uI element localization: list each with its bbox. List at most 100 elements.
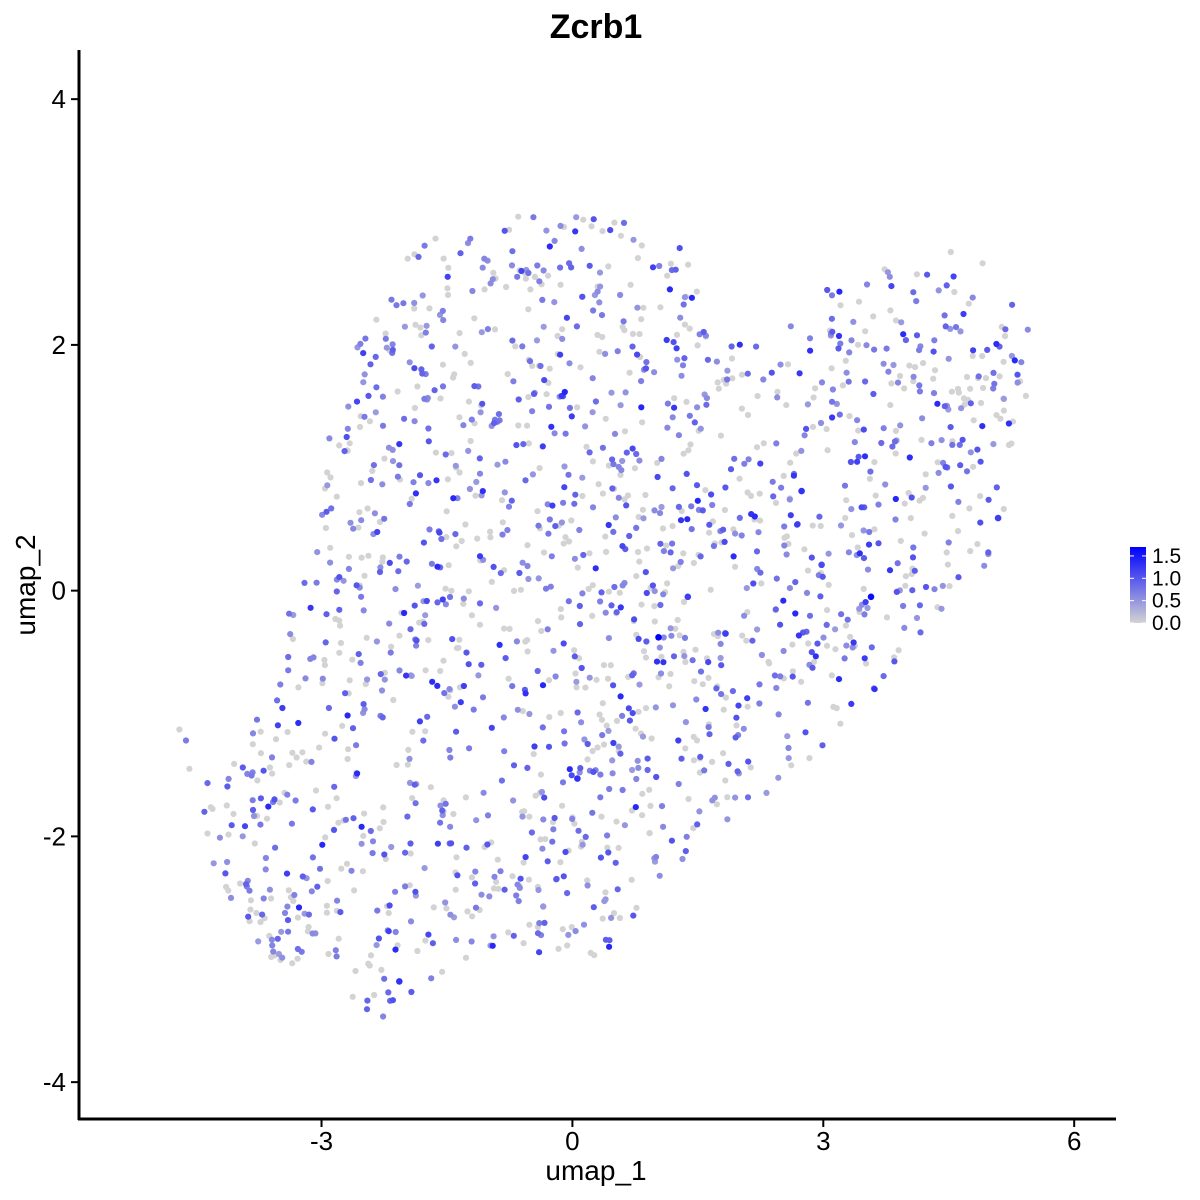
cell-point: [465, 588, 472, 595]
cell-point: [892, 450, 899, 457]
cell-point: [498, 497, 506, 504]
cell-point: [353, 742, 360, 749]
cell-point: [396, 632, 403, 639]
cell-point: [425, 637, 432, 644]
cell-point: [954, 528, 962, 535]
cell-point: [631, 465, 639, 472]
cell-point: [639, 812, 646, 819]
cell-point: [651, 603, 658, 610]
cell-point: [629, 710, 636, 717]
cell-point: [893, 588, 900, 596]
cell-point: [534, 508, 541, 515]
cell-point: [667, 670, 674, 678]
cell-point: [548, 553, 555, 560]
cell-point: [848, 337, 855, 344]
cell-point: [580, 551, 587, 559]
cell-point: [863, 342, 870, 349]
cell-point: [299, 873, 306, 880]
cell-point: [854, 544, 861, 551]
cell-point: [451, 371, 458, 378]
cell-point: [843, 642, 850, 649]
cell-point: [589, 409, 596, 416]
cell-point: [257, 728, 264, 735]
cell-point: [531, 273, 539, 280]
cell-point: [924, 271, 931, 278]
cell-point: [891, 438, 899, 445]
cell-point: [358, 823, 365, 830]
cell-point: [268, 754, 276, 761]
cell-point: [574, 404, 581, 411]
cell-point: [382, 330, 389, 337]
cell-point: [324, 803, 332, 810]
cell-point: [385, 910, 392, 917]
cell-point: [552, 523, 559, 530]
cell-point: [559, 926, 566, 933]
cell-point: [718, 662, 725, 669]
cell-point: [434, 840, 441, 847]
cell-point: [977, 399, 985, 407]
cell-point: [437, 802, 444, 809]
cell-point: [617, 604, 624, 611]
cell-point: [448, 450, 455, 457]
cell-point: [372, 409, 379, 416]
cell-point: [865, 541, 873, 548]
cell-point: [866, 475, 874, 482]
cell-point: [535, 522, 542, 529]
cell-point: [693, 696, 700, 703]
cell-point: [787, 459, 794, 466]
cell-point: [436, 529, 443, 536]
cell-point: [931, 586, 938, 593]
cell-point: [278, 928, 285, 935]
cell-point: [444, 285, 451, 292]
cell-point: [437, 819, 444, 826]
cell-point: [967, 548, 974, 555]
cell-point: [739, 632, 746, 639]
cell-point: [1001, 333, 1009, 340]
cell-point: [773, 684, 780, 692]
cell-point: [578, 664, 585, 672]
cell-point: [894, 379, 902, 386]
cell-point: [615, 494, 622, 501]
cell-point: [452, 886, 459, 893]
cell-point: [439, 812, 446, 819]
cell-point: [336, 442, 343, 449]
cell-point: [906, 454, 913, 461]
cell-point: [686, 325, 693, 332]
cell-point: [892, 495, 899, 503]
cell-point: [648, 735, 655, 742]
cell-point: [301, 579, 308, 587]
cell-point: [376, 568, 384, 576]
cell-point: [597, 794, 604, 801]
cell-point: [617, 402, 624, 409]
cell-point: [336, 649, 343, 656]
cell-point: [361, 371, 368, 378]
cell-point: [396, 462, 403, 469]
cell-point: [422, 937, 429, 944]
cell-point: [539, 296, 546, 303]
cell-point: [734, 768, 741, 775]
cell-point: [381, 676, 388, 683]
cell-point: [781, 523, 788, 530]
cell-point: [536, 465, 543, 472]
cell-point: [579, 293, 586, 300]
cell-point: [963, 468, 971, 475]
cell-point: [670, 565, 677, 572]
cell-point: [367, 361, 374, 368]
cell-point: [772, 606, 779, 613]
cell-point: [401, 323, 408, 330]
cell-point: [605, 588, 613, 595]
cell-point: [697, 668, 705, 675]
cell-point: [467, 359, 474, 366]
cell-point: [732, 734, 739, 741]
cell-point: [566, 766, 573, 773]
cell-point: [293, 754, 300, 761]
cell-point: [625, 705, 632, 712]
cell-point: [669, 702, 677, 709]
cell-point: [685, 795, 692, 803]
cell-point: [733, 722, 740, 729]
cell-point: [487, 280, 494, 287]
cell-point: [676, 632, 683, 639]
cell-point: [777, 673, 784, 680]
cell-point: [957, 328, 964, 335]
cell-point: [957, 462, 964, 469]
